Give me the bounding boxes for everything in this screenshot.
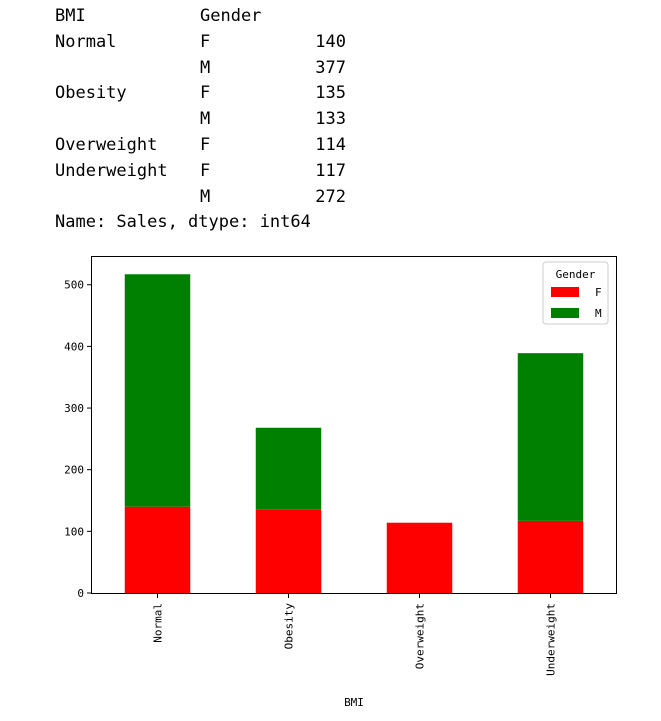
bar-obesity-f — [255, 509, 322, 593]
x-tick-label: Obesity — [283, 603, 296, 650]
legend-label-f: F — [595, 286, 602, 299]
output-row-bmi: Underweight — [55, 160, 168, 181]
y-tick-label: 400 — [64, 340, 84, 353]
bar-underweight-m — [517, 353, 584, 521]
output-row-gender: M — [200, 109, 211, 130]
x-axis: Normal Obesity Overweight Underweight — [152, 593, 558, 676]
legend-swatch-m — [551, 308, 579, 318]
y-tick-label: 200 — [64, 464, 84, 477]
output-row-value: 377 — [315, 57, 346, 78]
printed-series-output: BMI Gender Normal F 140 M 377 Obesity F 135 M 133 Ov… — [0, 0, 661, 250]
output-row-value: 135 — [315, 83, 346, 104]
bars-layer — [124, 274, 584, 593]
x-tick-label: Overweight — [414, 603, 427, 669]
plot-area-frame — [91, 256, 617, 594]
x-tick-label: Normal — [152, 603, 165, 643]
output-row-gender: F — [200, 83, 211, 104]
output-row-value: 117 — [315, 160, 346, 181]
output-row-gender: F — [200, 160, 211, 181]
output-row-gender: F — [200, 135, 211, 155]
output-row-bmi: Normal — [55, 31, 117, 52]
bar-overweight-f — [386, 522, 453, 593]
output-header-index: BMI — [55, 6, 86, 26]
output-row-value: 272 — [315, 186, 346, 207]
y-tick-label: 500 — [64, 279, 84, 292]
output-row-gender: F — [200, 31, 211, 52]
bar-underweight-f — [517, 520, 584, 593]
legend: Gender FM — [542, 261, 609, 325]
bar-normal-f — [124, 506, 191, 593]
output-row-value: 133 — [315, 109, 346, 130]
y-tick-label: 100 — [64, 525, 84, 538]
legend-swatch-f — [551, 287, 579, 297]
x-axis-label: BMI — [344, 696, 364, 709]
output-row-gender: M — [200, 186, 211, 207]
output-row-bmi: Obesity — [55, 83, 127, 104]
output-header-column: Gender — [200, 6, 262, 26]
y-axis: 0 100 200 300 400 500 — [64, 279, 92, 600]
output-row-value: 114 — [315, 135, 346, 155]
output-row-bmi: Overweight — [55, 135, 158, 155]
y-tick-label: 0 — [77, 587, 84, 600]
bar-obesity-m — [255, 427, 322, 510]
bar-normal-m — [124, 274, 191, 507]
output-footer: Name: Sales, dtype: int64 — [55, 212, 311, 233]
output-row-gender: M — [200, 57, 211, 78]
x-tick-label: Underweight — [545, 603, 558, 676]
legend-title: Gender — [556, 268, 596, 281]
y-tick-label: 300 — [64, 402, 84, 415]
output-row-value: 140 — [315, 31, 346, 52]
legend-label-m: M — [595, 307, 602, 320]
